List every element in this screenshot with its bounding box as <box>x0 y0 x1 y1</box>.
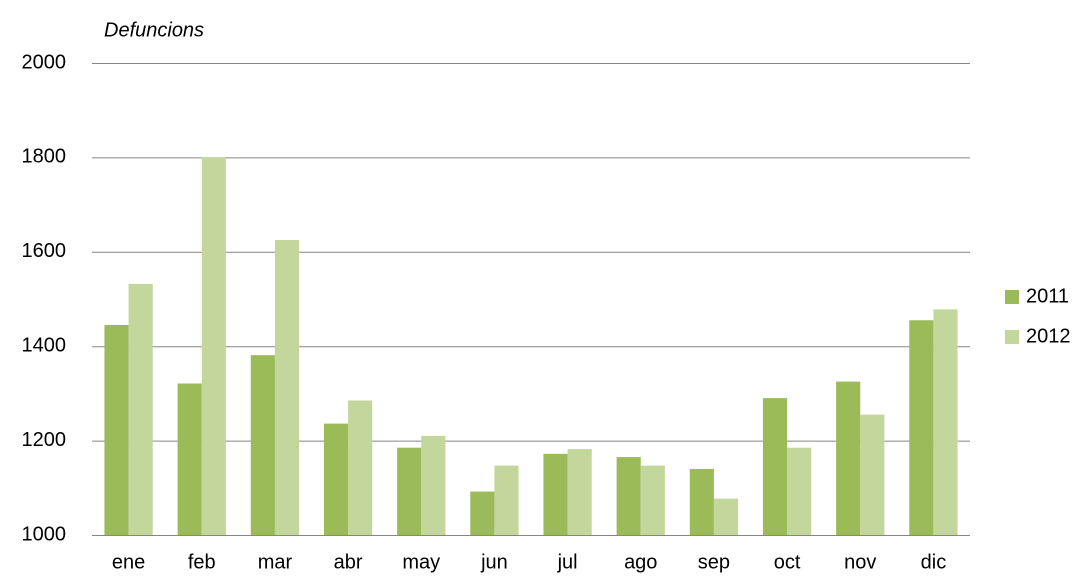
x-tick-label: abr <box>334 551 363 573</box>
x-tick-label: ago <box>624 551 657 573</box>
bar <box>787 447 812 535</box>
x-tick-label: sep <box>698 551 730 573</box>
bar <box>640 465 665 535</box>
x-tick-label: nov <box>844 551 876 573</box>
bar <box>421 435 446 535</box>
bar <box>177 383 202 535</box>
bar <box>104 324 129 535</box>
legend-swatch <box>1005 330 1019 344</box>
bar <box>348 400 373 535</box>
x-tick-label: dic <box>921 551 947 573</box>
bar <box>250 355 275 535</box>
bar <box>933 309 958 535</box>
bar <box>470 491 495 535</box>
bar <box>201 157 226 535</box>
bar <box>860 414 885 535</box>
bar <box>274 240 300 535</box>
bar <box>762 398 788 535</box>
x-tick-label: may <box>402 551 440 573</box>
legend-label: 2012 <box>1026 325 1071 347</box>
bar <box>909 320 934 535</box>
bar <box>713 498 739 535</box>
x-tick-label: jun <box>480 551 508 573</box>
y-tick-label: 1000 <box>22 523 67 545</box>
y-tick-label: 1400 <box>22 334 67 356</box>
x-tick-label: oct <box>774 551 801 573</box>
bar <box>543 453 568 535</box>
y-tick-label: 1800 <box>22 146 67 168</box>
bar <box>397 447 422 535</box>
legend-label: 2011 <box>1026 285 1069 307</box>
bar <box>836 381 861 535</box>
y-tick-label: 1600 <box>22 240 67 262</box>
bar <box>567 449 592 535</box>
y-tick-label: 2000 <box>22 51 67 73</box>
bar <box>616 457 641 535</box>
bar <box>689 468 714 535</box>
bar <box>323 423 349 535</box>
x-tick-label: jul <box>557 551 578 573</box>
bar <box>494 465 519 535</box>
x-tick-label: ene <box>112 551 145 573</box>
x-tick-label: mar <box>258 551 293 573</box>
bar <box>128 283 153 535</box>
chart-title: Defuncions <box>104 19 204 41</box>
x-tick-label: feb <box>188 551 216 573</box>
legend-swatch <box>1005 290 1019 304</box>
y-tick-label: 1200 <box>22 429 67 451</box>
